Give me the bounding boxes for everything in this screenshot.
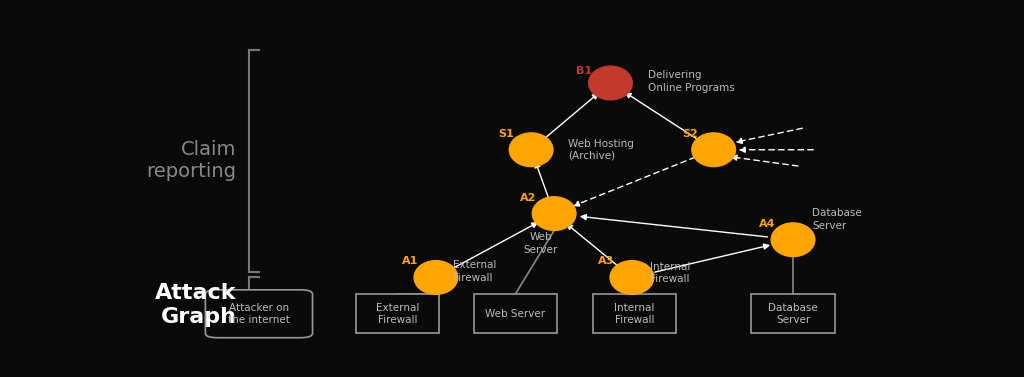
Text: S1: S1 [499, 129, 514, 139]
Text: External
Firewall: External Firewall [376, 303, 420, 325]
Text: Internal
Firewall: Internal Firewall [614, 303, 654, 325]
Ellipse shape [532, 197, 575, 230]
Text: S2: S2 [682, 129, 697, 139]
Text: Claim
reporting: Claim reporting [146, 140, 237, 181]
Text: Web
Server: Web Server [523, 233, 558, 255]
Text: Attacker on
the internet: Attacker on the internet [228, 303, 290, 325]
Text: Web Server: Web Server [485, 309, 546, 319]
Ellipse shape [414, 261, 458, 294]
FancyBboxPatch shape [752, 294, 835, 333]
FancyBboxPatch shape [593, 294, 676, 333]
Text: Database
Server: Database Server [768, 303, 818, 325]
Text: Internal
Firewall: Internal Firewall [650, 262, 690, 284]
Text: Web Hosting
(Archive): Web Hosting (Archive) [568, 138, 634, 161]
Ellipse shape [610, 261, 653, 294]
Ellipse shape [692, 133, 735, 167]
Text: A2: A2 [520, 193, 537, 203]
Ellipse shape [589, 66, 633, 100]
Text: Database
Server: Database Server [812, 208, 862, 231]
Text: External
Firewall: External Firewall [454, 261, 497, 283]
FancyBboxPatch shape [206, 290, 312, 338]
Text: A4: A4 [759, 219, 775, 229]
FancyBboxPatch shape [474, 294, 557, 333]
Text: B1: B1 [577, 66, 592, 76]
Text: Attack
Graph: Attack Graph [156, 284, 237, 326]
Ellipse shape [509, 133, 553, 167]
Ellipse shape [771, 223, 815, 257]
Text: A1: A1 [402, 256, 419, 267]
FancyBboxPatch shape [356, 294, 439, 333]
Text: A3: A3 [598, 256, 614, 267]
Text: Delivering
Online Programs: Delivering Online Programs [648, 70, 734, 93]
